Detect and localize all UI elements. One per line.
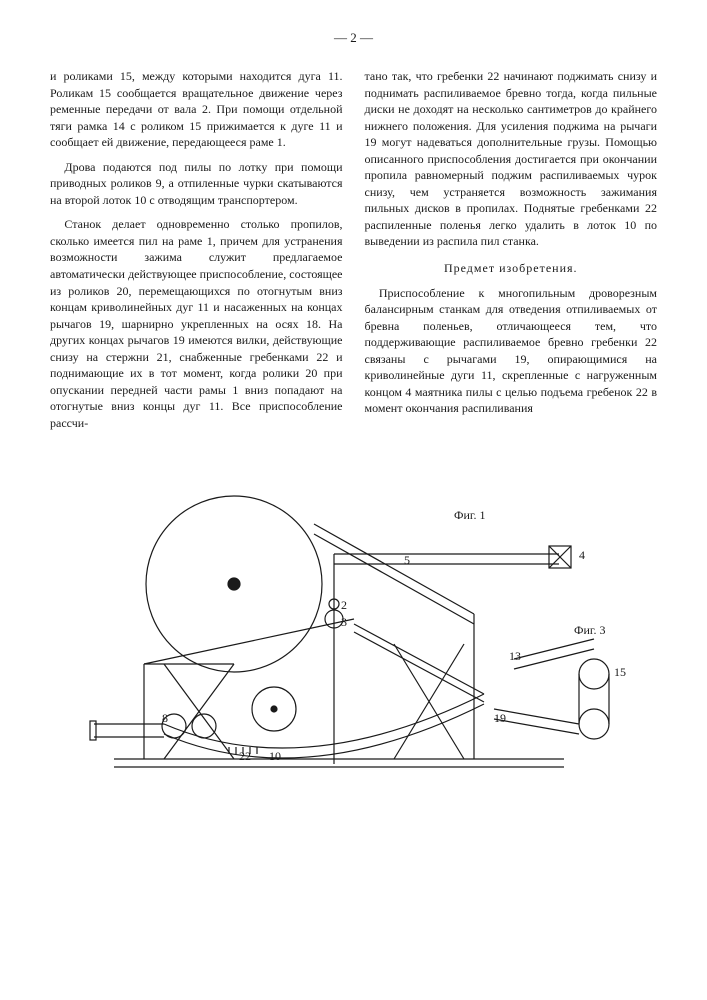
ref-num: 10	[269, 749, 281, 763]
ref-num: 2	[341, 598, 347, 612]
paragraph: Дрова подаются под пилы по лотку при пом…	[50, 159, 343, 209]
claim-paragraph: Приспособление к многопильным дроворезны…	[365, 285, 658, 417]
ref-num: 19	[494, 711, 506, 725]
page-number: — 2 —	[50, 30, 657, 46]
ref-num: 3	[341, 615, 347, 629]
figure-label-3: Фиг. 3	[574, 623, 605, 637]
paragraph: тано так, что гребенки 22 начинают поджи…	[365, 68, 658, 250]
left-column: и роликами 15, между которыми находится …	[50, 68, 343, 439]
ref-num: 5	[404, 553, 410, 567]
paragraph: и роликами 15, между которыми находится …	[50, 68, 343, 151]
technical-figure: Фиг. 1 Фиг. 3 2 3 4 5 22 8 10 13 15 19	[50, 464, 657, 814]
ref-num: 4	[579, 548, 585, 562]
ref-num: 22	[239, 749, 251, 763]
document-page: — 2 — и роликами 15, между которыми нахо…	[0, 0, 707, 834]
figure-label-1: Фиг. 1	[454, 508, 485, 522]
ref-num: 8	[162, 711, 168, 725]
paragraph: Станок делает одновременно столько пропи…	[50, 216, 343, 431]
right-column: тано так, что гребенки 22 начинают поджи…	[365, 68, 658, 439]
figure-svg: Фиг. 1 Фиг. 3 2 3 4 5 22 8 10 13 15 19	[54, 464, 654, 814]
ref-num: 13	[509, 649, 521, 663]
text-columns: и роликами 15, между которыми находится …	[50, 68, 657, 439]
ref-num: 15	[614, 665, 626, 679]
section-heading: Предмет изобретения.	[365, 260, 658, 277]
